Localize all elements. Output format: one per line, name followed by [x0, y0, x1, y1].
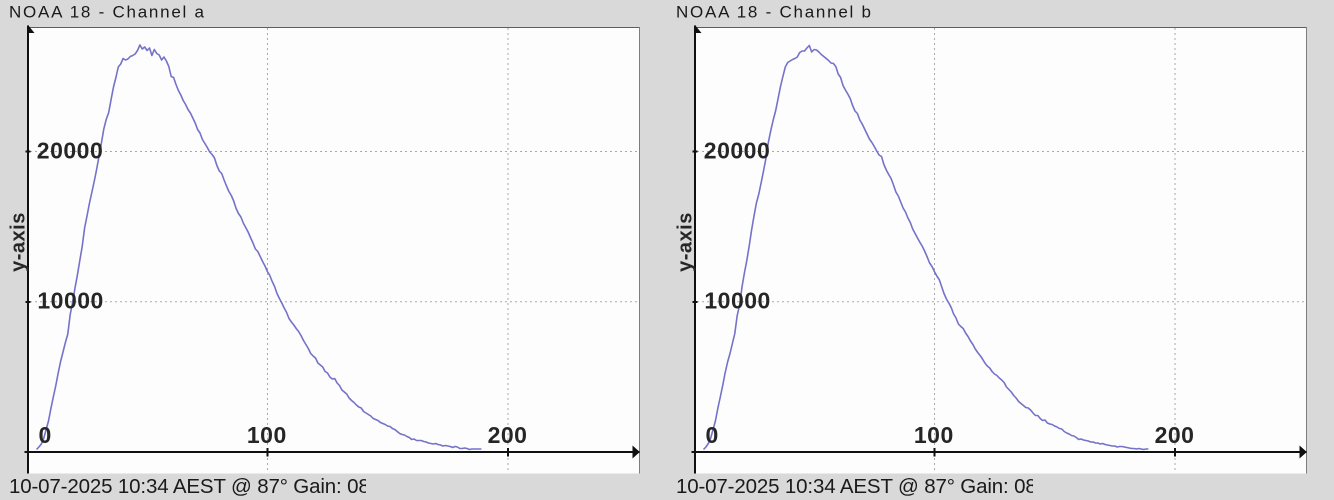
svg-text:NOAA 18 - Channel b: NOAA 18 - Channel b — [676, 3, 873, 22]
svg-text:200: 200 — [1155, 422, 1195, 448]
svg-text:10000: 10000 — [704, 288, 770, 314]
svg-text:100: 100 — [914, 422, 954, 448]
svg-text:100: 100 — [247, 422, 287, 448]
svg-text:20000: 20000 — [37, 138, 103, 164]
svg-text:20000: 20000 — [704, 138, 770, 164]
svg-text:200: 200 — [488, 422, 528, 448]
svg-text:0: 0 — [39, 422, 52, 448]
svg-text:y-axis: y-axis — [8, 212, 30, 272]
svg-text:10000: 10000 — [37, 288, 103, 314]
svg-text:0: 0 — [706, 422, 719, 448]
svg-text:y-axis: y-axis — [675, 212, 697, 272]
svg-text:NOAA 18 - Channel a: NOAA 18 - Channel a — [9, 3, 206, 22]
